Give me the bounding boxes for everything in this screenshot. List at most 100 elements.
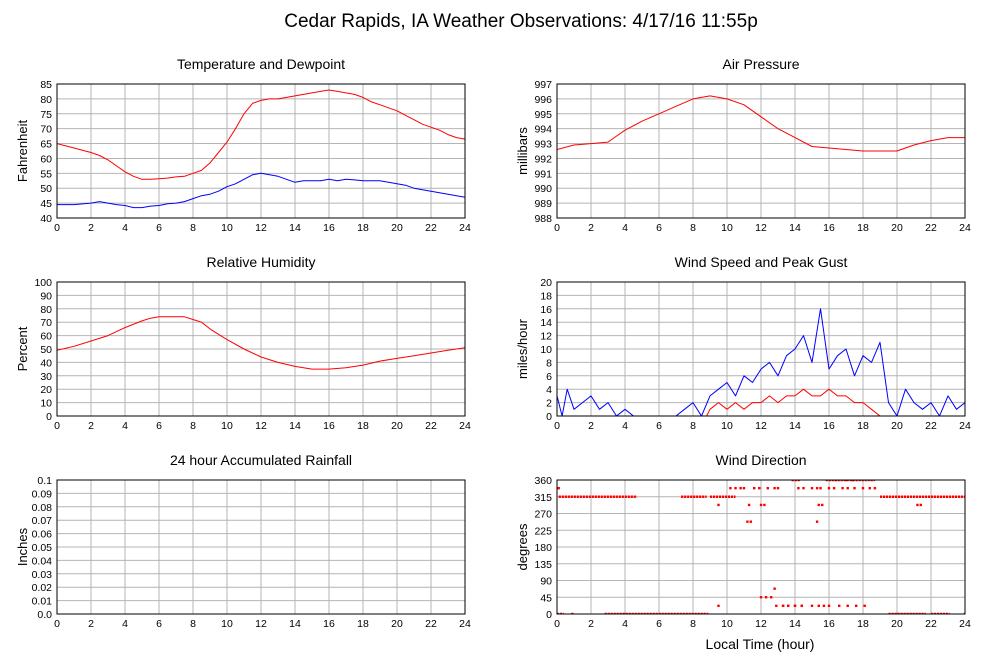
direction-point: [742, 486, 746, 490]
y-tick-label: 0: [546, 609, 552, 621]
series-group: [57, 316, 465, 370]
direction-point: [766, 486, 769, 490]
plot-frame: [56, 479, 466, 615]
x-tick-label: 22: [425, 222, 437, 234]
panel-title: 24 hour Accumulated Rainfall: [170, 452, 352, 468]
x-tick-label: 24: [959, 222, 971, 234]
y-tick-label: 50: [40, 183, 52, 195]
direction-point: [781, 604, 785, 608]
series-group: [57, 89, 465, 209]
y-tick-label: 135: [534, 559, 552, 571]
direction-point: [819, 486, 822, 490]
x-tick-label: 14: [789, 222, 801, 234]
y-tick-label: 992: [534, 153, 552, 165]
direction-point: [717, 604, 720, 608]
plot-frame: [556, 281, 966, 417]
main-title: Cedar Rapids, IA Weather Observations: 4…: [284, 11, 758, 32]
y-tick-label: 270: [534, 509, 552, 521]
y-tick-label: 0.06: [32, 529, 53, 541]
y-axis-label: miles/hour: [515, 318, 530, 379]
direction-point: [776, 486, 780, 490]
x-tick-label: 8: [190, 222, 196, 234]
x-tick-label: 22: [925, 618, 937, 630]
x-tick-label: 24: [959, 420, 971, 432]
x-tick-label: 16: [823, 222, 835, 234]
direction-point: [817, 604, 820, 608]
x-tick-label: 20: [391, 618, 403, 630]
y-tick-label: 315: [534, 492, 552, 504]
x-tick-label: 14: [289, 618, 301, 630]
direction-point: [963, 612, 965, 614]
x-tick-label: 4: [622, 222, 628, 234]
x-tick-label: 10: [721, 420, 733, 432]
direction-point: [773, 587, 776, 590]
direction-point: [851, 480, 854, 482]
x-tick-label: 12: [255, 618, 267, 630]
x-tick-label: 18: [357, 618, 369, 630]
direction-point: [919, 503, 922, 507]
y-tick-label: 60: [40, 331, 52, 343]
y-tick-label: 18: [540, 290, 552, 302]
x-tick-label: 4: [122, 222, 128, 234]
direction-point: [844, 480, 848, 482]
x-tick-label: 14: [789, 618, 801, 630]
y-tick-label: 6: [546, 371, 552, 383]
y-tick-label: 8: [546, 357, 552, 369]
panel-title: Relative Humidity: [207, 254, 316, 270]
direction-point: [861, 486, 865, 490]
direction-point: [717, 503, 720, 507]
x-tick-label: 6: [156, 222, 162, 234]
y-tick-label: 60: [40, 153, 52, 165]
x-tick-label: 6: [656, 618, 662, 630]
direction-point: [832, 486, 836, 490]
plot-frame: [556, 479, 966, 615]
x-tick-label: 0: [54, 222, 60, 234]
direction-point: [749, 520, 752, 523]
y-tick-label: 70: [40, 124, 52, 136]
y-tick-label: 90: [540, 576, 552, 588]
x-tick-label: 2: [588, 420, 594, 432]
series-line-2: [706, 388, 881, 416]
y-tick-label: 10: [540, 344, 552, 356]
x-tick-label: 22: [425, 618, 437, 630]
x-tick-label: 12: [255, 222, 267, 234]
panel-title: Temperature and Dewpoint: [177, 56, 345, 72]
series-line-1: [557, 308, 965, 416]
x-tick-label: 20: [891, 618, 903, 630]
x-tick-label: 4: [622, 420, 628, 432]
y-tick-label: 360: [534, 475, 552, 487]
x-tick-label: 6: [656, 420, 662, 432]
direction-point: [797, 486, 800, 490]
x-tick-label: 0: [54, 420, 60, 432]
direction-point: [571, 612, 574, 614]
x-tick-label: 10: [221, 420, 233, 432]
x-tick-label: 8: [690, 420, 696, 432]
direction-point: [863, 604, 866, 608]
x-tick-label: 14: [289, 222, 301, 234]
direction-point: [868, 486, 871, 490]
x-tick-label: 18: [857, 420, 869, 432]
x-tick-label: 2: [88, 618, 94, 630]
direction-point: [747, 503, 751, 507]
x-tick-label: 6: [656, 222, 662, 234]
x-tick-label: 4: [122, 618, 128, 630]
x-tick-label: 14: [289, 420, 301, 432]
direction-point: [759, 596, 763, 599]
x-tick-label: 2: [588, 618, 594, 630]
y-tick-label: 14: [540, 317, 552, 329]
x-tick-label: 12: [255, 420, 267, 432]
x-tick-label: 8: [190, 618, 196, 630]
y-tick-label: 0.03: [32, 569, 53, 581]
x-tick-label: 16: [323, 618, 335, 630]
y-tick-label: 2: [546, 398, 552, 410]
series-line-1: [57, 316, 465, 370]
direction-point: [838, 604, 841, 608]
y-tick-label: 16: [540, 304, 552, 316]
direction-point: [846, 604, 849, 608]
x-tick-label: 22: [925, 222, 937, 234]
